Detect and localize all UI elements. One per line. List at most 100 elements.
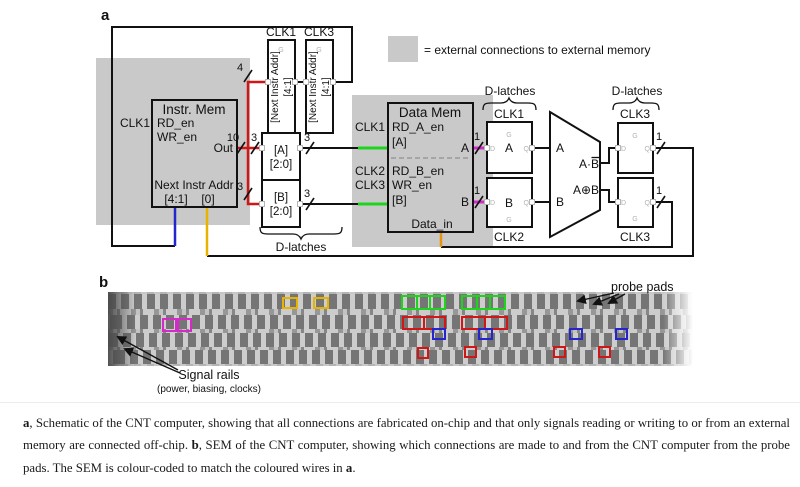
signal-rails-arrow bbox=[123, 347, 181, 374]
sem-right-fade bbox=[663, 292, 697, 366]
data-mem-out-a: A bbox=[461, 141, 469, 155]
instr-mem-addr-lo: [0] bbox=[201, 192, 214, 206]
panel-a-label: a bbox=[101, 7, 110, 24]
caption-text: b bbox=[191, 438, 199, 453]
signal-rails-sublabel: (power, biasing, clocks) bbox=[157, 384, 261, 395]
operand-b-label: [B] bbox=[274, 192, 288, 204]
legend-text: = external connections to external memor… bbox=[424, 43, 650, 57]
out-latch-bottom-g-port: G bbox=[632, 216, 637, 223]
latch-port-pad bbox=[303, 79, 309, 85]
bus-width-slash bbox=[243, 187, 253, 201]
sem-rail-strip bbox=[108, 329, 697, 333]
nia-clk1-label: CLK1 bbox=[266, 25, 296, 39]
sem-annotation-divider bbox=[483, 318, 486, 328]
sem-annotation-box-red bbox=[598, 346, 611, 358]
logic-in-b: B bbox=[556, 195, 564, 209]
wires bbox=[111, 26, 694, 257]
legend-swatch bbox=[388, 36, 418, 62]
sem-rail-strip bbox=[108, 309, 697, 315]
data-mem-clk1: CLK1 bbox=[355, 120, 385, 134]
out-latch-bottom-d-port: D bbox=[621, 200, 626, 207]
bus-width-slash bbox=[474, 141, 484, 155]
caption-divider bbox=[0, 402, 800, 403]
nia2-g-port: G bbox=[316, 47, 321, 54]
sem-annotation-box-blue bbox=[478, 328, 493, 340]
latch-port-pad bbox=[484, 145, 490, 151]
latch-port-pads bbox=[259, 79, 656, 207]
bus-width-label: 3 bbox=[304, 132, 310, 144]
dlatch-b-q-port: Q bbox=[524, 200, 530, 207]
sem-annotation-box-red bbox=[553, 346, 566, 358]
dlatch-a-q-port: Q bbox=[524, 146, 530, 153]
sem-annotation-box-red bbox=[464, 346, 477, 358]
instr-mem-clk1: CLK1 bbox=[120, 116, 150, 130]
dlatch-b-g-port: G bbox=[506, 217, 511, 224]
sem-annotation-box-yellow bbox=[282, 297, 298, 309]
sem-annotation-box-yellow bbox=[313, 297, 329, 309]
bus-width-label: 3 bbox=[237, 181, 243, 193]
logic-in-a: A bbox=[556, 141, 564, 155]
latch-port-pad bbox=[615, 145, 621, 151]
bus-width-label: 1 bbox=[656, 185, 662, 197]
bus-width-label: 1 bbox=[474, 131, 480, 143]
sem-pad-row bbox=[108, 350, 697, 364]
out-latch-brace bbox=[612, 96, 660, 111]
sem-annotation-divider bbox=[489, 297, 492, 308]
bus-width-slash bbox=[305, 197, 315, 211]
bus-width-label: 10 bbox=[227, 132, 239, 144]
sem-annotation-divider bbox=[415, 297, 418, 308]
data-mem-clk2: CLK2 bbox=[355, 164, 385, 178]
caption-text: . bbox=[352, 460, 356, 475]
external-region-instr-mem bbox=[96, 58, 250, 225]
figure-caption: a, Schematic of the CNT computer, showin… bbox=[23, 412, 790, 479]
dlatch-a-d-port: D bbox=[490, 146, 495, 153]
operand-a-label: [A] bbox=[274, 145, 288, 157]
bus-width-slash bbox=[474, 195, 484, 209]
instr-mem-next-addr: Next Instr Addr bbox=[154, 178, 233, 192]
latch-port-pad bbox=[484, 199, 490, 205]
bus-width-label: 3 bbox=[251, 132, 257, 144]
out-latch-top-box bbox=[617, 122, 654, 174]
dlatch-b-d-port: D bbox=[490, 200, 495, 207]
latch-port-pad bbox=[529, 145, 535, 151]
data-mem-box bbox=[387, 102, 474, 233]
caption-text: , Schematic of the CNT computer, showing… bbox=[23, 416, 790, 453]
bus-width-label: 1 bbox=[474, 185, 480, 197]
sem-annotation-box-red bbox=[417, 347, 429, 359]
caption-text: a bbox=[23, 416, 30, 430]
instr-mem-out: Out bbox=[214, 141, 234, 155]
data-mem-wr: WR_en bbox=[392, 178, 432, 192]
operand-b-bits: [2:0] bbox=[270, 206, 292, 218]
sem-annotations: probe pads Signal rails (power, biasing,… bbox=[116, 280, 674, 395]
dlatch-a-g-port: G bbox=[506, 132, 511, 139]
instr-mem-rd-en: RD_en bbox=[157, 116, 194, 130]
nia-latch-clk3-box bbox=[305, 39, 334, 134]
latch-port-pad bbox=[292, 79, 298, 85]
out-latch-bottom-clk3: CLK3 bbox=[620, 230, 650, 244]
operand-brace-label: D-latches bbox=[276, 240, 327, 254]
sem-pad-row bbox=[108, 333, 697, 347]
data-mem-rd-b: RD_B_en bbox=[392, 164, 444, 178]
dlatch-brace bbox=[482, 96, 537, 111]
out-latch-brace-label: D-latches bbox=[612, 84, 663, 98]
latch-port-pad bbox=[330, 79, 336, 85]
caption-text: , SEM of the CNT computer, showing which… bbox=[23, 438, 790, 475]
bus-width-slash bbox=[656, 141, 666, 155]
data-mem-b-bits: [B] bbox=[392, 193, 407, 207]
latch-port-pad bbox=[297, 145, 303, 151]
nia1-bits: [4:1] bbox=[283, 77, 294, 97]
instr-mem-wr-en: WR_en bbox=[157, 130, 197, 144]
bus-width-label: 3 bbox=[304, 188, 310, 200]
bus-width-marks: 10 3 4 3 3 3 1 1 1 1 bbox=[227, 62, 666, 211]
dlatch-a-label: A bbox=[505, 141, 513, 155]
bus-width-slash bbox=[656, 195, 666, 209]
external-region-data-mem bbox=[352, 95, 493, 247]
out-latch-top-clk3: CLK3 bbox=[620, 107, 650, 121]
bus-width-slash bbox=[243, 69, 253, 83]
sem-annotation-box-red bbox=[402, 316, 446, 330]
data-mem-out-b: B bbox=[461, 195, 469, 209]
nia1-g-port: G bbox=[278, 47, 283, 54]
sem-annotation-box-blue bbox=[569, 328, 583, 340]
latch-port-pad bbox=[259, 201, 265, 207]
data-mem-data-in: Data_in bbox=[411, 217, 452, 231]
